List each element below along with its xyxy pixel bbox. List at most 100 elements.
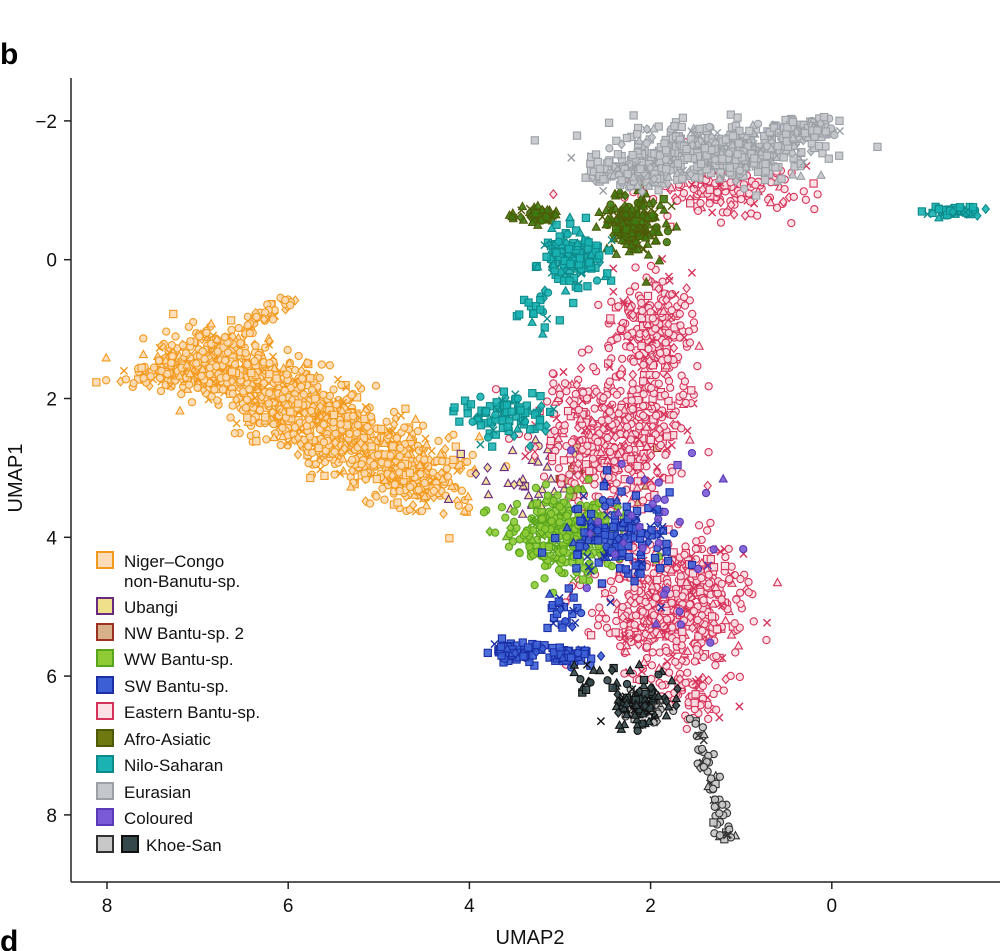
data-point-niger-congo-non-banutu-sp	[317, 360, 326, 369]
data-point-eastern-bantu-sp	[688, 309, 697, 319]
data-point-niger-congo-non-banutu-sp	[251, 430, 261, 439]
data-point-afro-asiatic	[631, 217, 640, 226]
data-point-eastern-bantu-sp	[647, 383, 656, 393]
data-point-eastern-bantu-sp	[603, 433, 612, 443]
data-point-eurasian	[683, 153, 692, 163]
data-point-niger-congo-non-banutu-sp	[220, 332, 229, 342]
data-point-niger-congo-non-banutu-sp	[137, 363, 146, 373]
data-point-niger-congo-non-banutu-sp	[410, 414, 421, 423]
data-point-eastern-bantu-sp	[647, 483, 657, 492]
data-point-eastern-bantu-sp	[610, 457, 619, 466]
data-point-eastern-bantu-sp	[725, 574, 734, 584]
data-point-nilo-saharan	[564, 244, 574, 254]
data-point-ww-bantu-sp	[543, 491, 553, 500]
data-point-eastern-bantu-sp	[604, 343, 613, 353]
data-point-nilo-saharan	[543, 288, 553, 297]
data-point-sw-bantu-sp	[555, 643, 564, 652]
data-point-eastern-bantu-sp	[646, 261, 656, 271]
data-point-niger-congo-non-banutu-sp	[315, 411, 325, 422]
data-point-sw-bantu-sp	[569, 593, 578, 602]
data-point-sw-bantu-sp	[665, 488, 674, 497]
data-point-niger-congo-non-banutu-sp	[347, 391, 356, 400]
data-point-niger-congo-non-banutu-sp	[226, 316, 236, 325]
data-point-niger-congo-non-banutu-sp	[268, 315, 278, 324]
scatter-points	[92, 110, 991, 844]
data-point-niger-congo-non-banutu-sp	[212, 362, 221, 371]
data-point-sw-bantu-sp	[554, 597, 563, 606]
data-point-nilo-saharan	[574, 283, 583, 293]
data-point-eastern-bantu-sp	[691, 690, 700, 699]
data-point-eurasian	[682, 144, 691, 154]
data-point-nilo-saharan	[483, 433, 493, 442]
data-point-eurasian	[735, 166, 744, 175]
data-point-eastern-bantu-sp	[704, 382, 713, 391]
data-point-niger-congo-non-banutu-sp	[193, 383, 202, 392]
data-point-eastern-bantu-sp	[589, 363, 598, 372]
data-point-eurasian	[725, 163, 734, 172]
data-point-ww-bantu-sp	[584, 475, 593, 484]
data-point-niger-congo-non-banutu-sp	[228, 401, 237, 410]
data-point-niger-congo-non-banutu-sp	[171, 332, 180, 341]
data-point-niger-congo-non-banutu-sp	[319, 420, 328, 429]
data-point-eastern-bantu-sp	[651, 593, 661, 602]
data-point-niger-congo-non-banutu-sp	[274, 411, 284, 420]
data-point-niger-congo-non-banutu-sp	[293, 432, 303, 444]
data-point-ww-bantu-sp	[504, 542, 514, 551]
data-point-niger-congo-non-banutu-sp	[377, 424, 386, 434]
data-point-eurasian	[773, 141, 783, 151]
data-point-eastern-bantu-sp	[719, 686, 728, 695]
data-point-niger-congo-non-banutu-sp	[291, 376, 300, 385]
data-point-nilo-saharan	[463, 409, 472, 418]
data-point-niger-congo-non-banutu-sp	[319, 438, 329, 447]
data-point-niger-congo-non-banutu-sp	[373, 450, 383, 459]
data-point-afro-asiatic	[654, 255, 665, 265]
data-point-eurasian	[696, 159, 706, 169]
data-point-niger-congo-non-banutu-sp	[192, 359, 201, 368]
data-point-nilo-saharan	[527, 317, 538, 326]
data-point-niger-congo-non-banutu-sp	[396, 411, 406, 420]
data-point-eurasian	[777, 174, 786, 183]
data-point-niger-congo-non-banutu-sp	[454, 501, 463, 510]
data-point-eurasian	[567, 153, 576, 162]
data-point-eastern-bantu-sp	[630, 620, 639, 629]
data-point-eastern-bantu-sp	[706, 518, 715, 528]
data-point-sw-bantu-sp	[573, 504, 583, 514]
data-point-nilo-saharan	[560, 285, 571, 295]
data-point-niger-congo-non-banutu-sp	[421, 439, 432, 449]
data-point-eastern-bantu-sp	[708, 208, 717, 217]
data-point-ww-bantu-sp	[555, 518, 564, 527]
data-point-sw-bantu-sp	[564, 584, 573, 593]
data-point-niger-congo-non-banutu-sp	[434, 436, 443, 446]
data-point-eastern-bantu-sp	[703, 480, 712, 491]
data-point-afro-asiatic	[622, 225, 631, 234]
data-point-sw-bantu-sp	[636, 569, 645, 578]
data-point-sw-bantu-sp	[669, 529, 679, 538]
data-point-eastern-bantu-sp	[762, 618, 772, 627]
data-point-eurasian	[678, 113, 688, 122]
data-point-eastern-bantu-sp	[684, 327, 694, 336]
data-point-niger-congo-non-banutu-sp	[361, 402, 370, 412]
data-point-niger-congo-non-banutu-sp	[250, 357, 259, 366]
data-point-sw-bantu-sp	[496, 642, 506, 652]
data-point-afro-asiatic	[659, 194, 668, 204]
data-point-eastern-bantu-sp	[563, 406, 573, 416]
data-point-niger-congo-non-banutu-sp	[213, 396, 222, 405]
data-point-ww-bantu-sp	[501, 513, 510, 522]
data-point-nilo-saharan	[934, 205, 944, 214]
data-point-ubangi	[507, 445, 518, 455]
data-point-niger-congo-non-banutu-sp	[283, 438, 292, 447]
data-point-niger-congo-non-banutu-sp	[304, 415, 314, 424]
data-point-eastern-bantu-sp	[605, 447, 615, 457]
data-point-eastern-bantu-sp	[549, 189, 558, 200]
data-point-niger-congo-non-banutu-sp	[365, 499, 375, 508]
data-point-eastern-bantu-sp	[649, 611, 658, 620]
data-point-niger-congo-non-banutu-sp	[252, 437, 261, 446]
data-point-niger-congo-non-banutu-sp	[119, 366, 129, 375]
data-point-eastern-bantu-sp	[606, 577, 616, 586]
data-point-niger-congo-non-banutu-sp	[337, 380, 346, 390]
data-point-sw-bantu-sp	[663, 556, 673, 566]
data-point-niger-congo-non-banutu-sp	[411, 507, 421, 516]
data-point-eurasian	[726, 110, 735, 119]
data-point-niger-congo-non-banutu-sp	[353, 420, 363, 430]
data-point-niger-congo-non-banutu-sp	[149, 363, 159, 372]
